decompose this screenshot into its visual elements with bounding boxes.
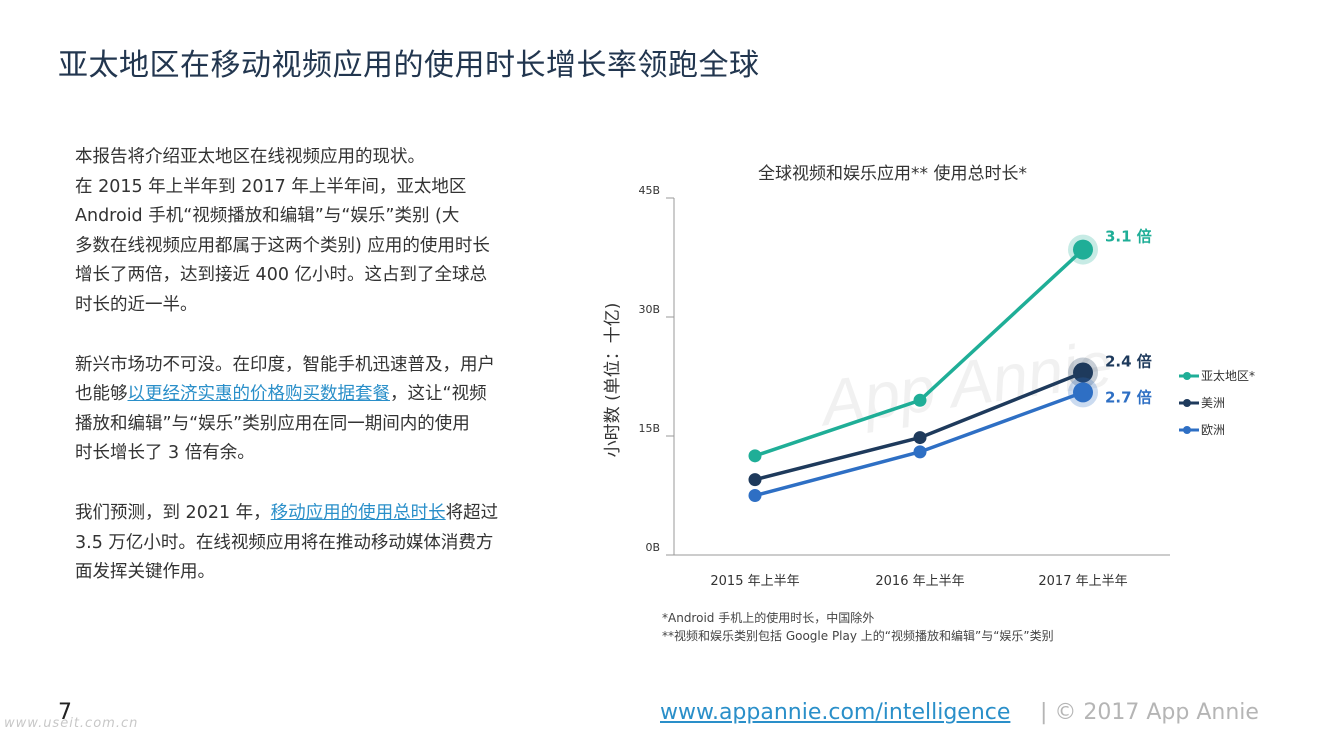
text-line: 时长的近一半。 xyxy=(75,294,198,315)
end-point xyxy=(1073,239,1093,260)
text-line: Android 手机“视频播放和编辑”与“娱乐”类别 (大 xyxy=(75,206,460,227)
y-tick-label: 30B xyxy=(638,303,660,316)
chart-title: 全球视频和娱乐应用** 使用总时长* xyxy=(758,164,1027,184)
text-line: 新兴市场功不可没。在印度，智能手机迅速普及，用户 xyxy=(75,354,495,375)
body-text: 本报告将介绍亚太地区在线视频应用的现状。 在 2015 年上半年到 2017 年… xyxy=(75,143,570,618)
text-line: 时长增长了 3 倍有余。 xyxy=(75,443,255,464)
y-tick-label: 0B xyxy=(645,541,660,554)
text-line: 增长了两倍，达到接近 400 亿小时。这占到了全球总 xyxy=(75,265,488,286)
page-number: 7 xyxy=(58,700,72,725)
text-line: 3.5 万亿小时。在线视频应用将在推动移动媒体消费方 xyxy=(75,532,494,553)
data-plan-link[interactable]: 以更经济实惠的价格购买数据套餐 xyxy=(127,384,391,405)
end-value-label: 2.7 倍 xyxy=(1105,388,1152,406)
text-line: 也能够 xyxy=(75,384,128,405)
x-tick-label: 2015 年上半年 xyxy=(710,574,799,589)
text-line: 多数在线视频应用都属于这两个类别) 应用的使用时长 xyxy=(75,235,490,256)
text-line: 播放和编辑”与“娱乐”类别应用在同一期间内的使用 xyxy=(75,413,470,434)
end-value-label: 3.1 倍 xyxy=(1105,228,1152,246)
x-tick-label: 2017 年上半年 xyxy=(1038,574,1127,589)
legend-swatch-dot xyxy=(1183,426,1191,434)
data-point xyxy=(913,431,927,445)
legend-label: 欧洲 xyxy=(1201,423,1225,437)
y-tick-label: 45B xyxy=(638,184,660,197)
paragraph-emerging-markets: 新兴市场功不可没。在印度，智能手机迅速普及，用户 也能够以更经济实惠的价格购买数… xyxy=(75,351,570,469)
legend-swatch-dot xyxy=(1183,372,1191,380)
y-axis-label: 小时数 (单位：十亿) xyxy=(603,303,623,458)
paragraph-forecast: 我们预测，到 2021 年，移动应用的使用总时长将超过 3.5 万亿小时。在线视… xyxy=(75,499,570,588)
text-line: ，这让“视频 xyxy=(390,384,487,405)
site-watermark: www.useit.com.cn xyxy=(4,716,139,731)
data-point xyxy=(748,489,762,502)
data-point xyxy=(913,393,927,407)
footnotes: *Android 手机上的使用时长，中国除外 **视频和娱乐类别包括 Googl… xyxy=(662,609,1054,645)
text-line: 本报告将介绍亚太地区在线视频应用的现状。 xyxy=(75,147,425,167)
text-line: 我们预测，到 2021 年， xyxy=(75,502,271,523)
legend-label: 亚太地区* xyxy=(1201,368,1255,383)
footer-copyright: | © 2017 App Annie xyxy=(1040,700,1259,725)
x-tick-label: 2016 年上半年 xyxy=(875,574,964,589)
end-point xyxy=(1073,362,1093,383)
data-point xyxy=(748,473,762,487)
legend-swatch-dot xyxy=(1183,399,1191,407)
data-point xyxy=(913,445,927,459)
paragraph-intro: 本报告将介绍亚太地区在线视频应用的现状。 在 2015 年上半年到 2017 年… xyxy=(75,143,570,321)
text-line: 在 2015 年上半年到 2017 年上半年间，亚太地区 xyxy=(75,176,467,197)
footnote: *Android 手机上的使用时长，中国除外 xyxy=(662,611,875,625)
footnote: **视频和娱乐类别包括 Google Play 上的“视频播放和编辑”与“娱乐”… xyxy=(662,629,1054,643)
y-tick-label: 15B xyxy=(638,422,660,435)
total-usage-link[interactable]: 移动应用的使用总时长 xyxy=(270,502,446,523)
end-point xyxy=(1073,382,1093,403)
footer-link[interactable]: www.appannie.com/intelligence xyxy=(660,700,1011,725)
data-point xyxy=(748,449,762,463)
text-line: 面发挥关键作用。 xyxy=(75,562,215,583)
page-title: 亚太地区在移动视频应用的使用时长增长率领跑全球 xyxy=(58,48,760,83)
legend-label: 美洲 xyxy=(1201,396,1225,410)
text-line: 将超过 xyxy=(445,502,499,523)
end-value-label: 2.4 倍 xyxy=(1105,353,1152,371)
